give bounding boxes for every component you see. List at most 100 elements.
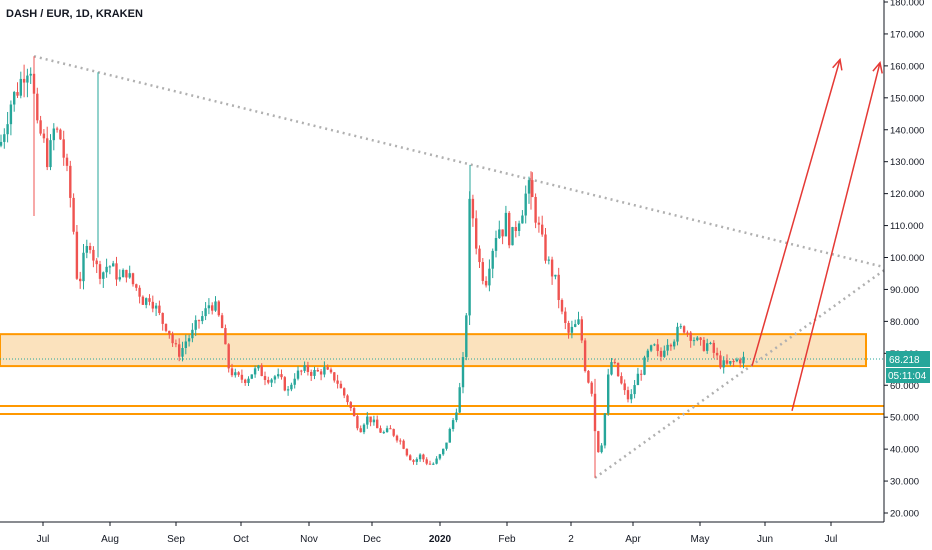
candle-body <box>544 234 547 261</box>
candle-body <box>201 316 204 322</box>
projection-arrow-1 <box>751 59 841 367</box>
candle-body <box>92 249 95 261</box>
candle-body <box>425 459 428 464</box>
candle-body <box>333 372 336 381</box>
candle-body <box>686 332 689 334</box>
candle-body <box>277 374 280 377</box>
candle-body <box>343 388 346 396</box>
candle-body <box>491 250 494 269</box>
candle-body <box>244 379 247 383</box>
candle-body <box>303 365 306 371</box>
candle-body <box>184 341 187 349</box>
candle-body <box>306 365 310 372</box>
candle-body <box>610 362 613 375</box>
candle-body <box>131 273 135 285</box>
candle-body <box>636 373 640 386</box>
time-tick-label: Oct <box>233 534 249 545</box>
price-tick-label: 30.000 <box>890 477 919 488</box>
candle-body <box>352 408 356 417</box>
candle-body <box>451 420 455 429</box>
candle-body <box>679 326 682 328</box>
candle-body <box>415 459 418 462</box>
candle-body <box>696 337 699 341</box>
candle-body <box>494 238 498 251</box>
candle-body <box>329 369 333 373</box>
candle-body <box>656 344 659 351</box>
price-tick-label: 120.000 <box>890 189 924 200</box>
candle-body <box>517 223 521 231</box>
candle-body <box>570 326 574 333</box>
price-axis[interactable]: 20.00030.00040.00050.00060.00070.00080.0… <box>884 0 924 520</box>
candle-body <box>646 350 649 358</box>
candle-body <box>706 343 709 351</box>
candle-body <box>613 362 616 364</box>
candle-body <box>319 371 323 375</box>
candle-body <box>313 369 316 376</box>
time-axis[interactable]: Jul Aug Sep Oct Nov Dec 2020 Feb 2 Apr May Jun Jul <box>37 522 838 545</box>
candle-body <box>435 458 438 464</box>
candle-body <box>46 138 49 168</box>
candle-body <box>237 372 240 375</box>
current-price-label: 68.218 <box>889 355 920 366</box>
candle-body <box>669 344 673 347</box>
candle-body <box>310 371 313 376</box>
candle-body <box>283 377 286 391</box>
candle-body <box>385 428 389 433</box>
candle-body <box>224 328 227 345</box>
candle-body <box>369 416 372 423</box>
candle-body <box>154 305 158 309</box>
candle-body <box>626 390 630 400</box>
candle-body <box>286 389 290 391</box>
candle-body <box>36 93 39 121</box>
candle-body <box>158 305 161 314</box>
candle-body <box>465 315 468 358</box>
candle-body <box>577 319 580 325</box>
chart-title: DASH / EUR, 1D, KRAKEN <box>6 8 143 20</box>
candle-body <box>531 180 534 197</box>
candle-body <box>263 376 267 380</box>
candle-body <box>379 428 382 433</box>
candle-body <box>88 246 92 250</box>
candle-body <box>214 301 217 311</box>
candle-body <box>504 212 508 237</box>
time-tick-label: Aug <box>101 534 119 545</box>
candle-body <box>541 224 544 235</box>
candle-body <box>270 379 273 383</box>
candle-body <box>194 320 197 330</box>
candle-body <box>296 370 300 379</box>
time-tick-label: 2020 <box>429 534 452 545</box>
candle-body <box>521 215 524 224</box>
candle-body <box>643 357 646 375</box>
candle-body <box>445 442 448 449</box>
candle-body <box>49 140 52 168</box>
candle-body <box>181 348 184 357</box>
price-tick-label: 110.000 <box>890 221 924 232</box>
candle-body <box>339 383 343 389</box>
candle-body <box>234 372 237 376</box>
candle-body <box>392 429 395 436</box>
candle-body <box>537 222 541 225</box>
countdown-badge <box>886 368 930 384</box>
candle-body <box>118 277 121 280</box>
candle-body <box>6 124 9 135</box>
candle-body <box>640 373 643 375</box>
candle-body <box>478 248 481 263</box>
candle-body <box>204 308 207 317</box>
candle-body <box>409 455 412 461</box>
price-tick-label: 150.000 <box>890 93 924 104</box>
candle-body <box>574 324 577 327</box>
candle-body <box>475 218 478 249</box>
candle-body <box>316 369 319 372</box>
candle-body <box>9 104 13 125</box>
price-tick-label: 90.000 <box>890 285 919 296</box>
countdown-label: 05:11:04 <box>888 371 927 382</box>
candle-body <box>115 263 118 280</box>
projection-arrow-2-head <box>872 61 883 74</box>
candle-body <box>79 278 82 282</box>
candle-body <box>524 193 527 216</box>
time-tick-label: Jun <box>757 534 773 545</box>
candle-body <box>564 311 567 323</box>
price-tick-label: 130.000 <box>890 157 924 168</box>
candle-body <box>141 296 145 305</box>
